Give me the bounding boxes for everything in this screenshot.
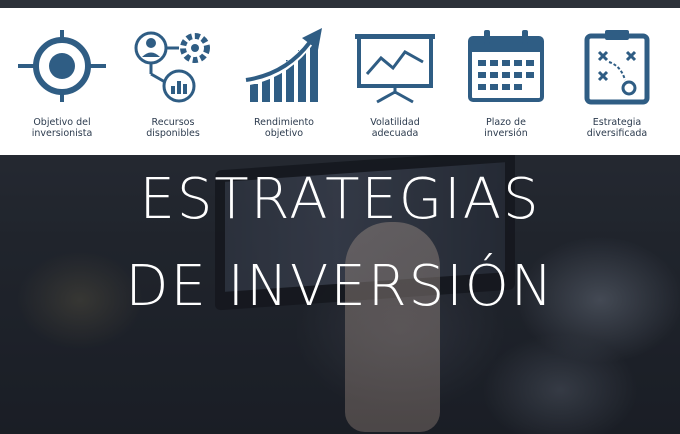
resources-icon [134,31,210,103]
banner-item-objetivo: Objetivo del inversionista [7,8,117,155]
banner-item-estrategia: Estrategia diversificada [562,8,672,155]
headline-line-2: DE INVERSIÓN [125,254,555,319]
calendar-icon [468,30,544,102]
banner-item-rendimiento: Rendimiento objetivo [229,8,339,155]
headline-line-1: ESTRATEGIAS [139,167,541,232]
banner-label: Plazo de inversión [484,117,528,139]
hand-image [345,222,440,432]
presentation-chart-icon [355,34,435,104]
banner-label: Volatilidad adecuada [370,117,420,139]
banner-label: Recursos disponibles [146,117,200,139]
banner-label: Rendimiento objetivo [253,117,314,139]
strategy-clipboard-icon [584,30,650,105]
target-icon [18,30,106,102]
banner-item-recursos: Recursos disponibles [118,8,228,155]
banner-label: Estrategia diversificada [586,117,648,139]
banner-item-plazo: Plazo de inversión [451,8,561,155]
growth-chart-icon [245,28,322,102]
banner-item-volatilidad: Volatilidad adecuada [340,8,450,155]
icons-banner: Objetivo del inversionista Recursos dispon… [0,8,680,155]
banner-label: Objetivo del inversionista [31,117,93,139]
